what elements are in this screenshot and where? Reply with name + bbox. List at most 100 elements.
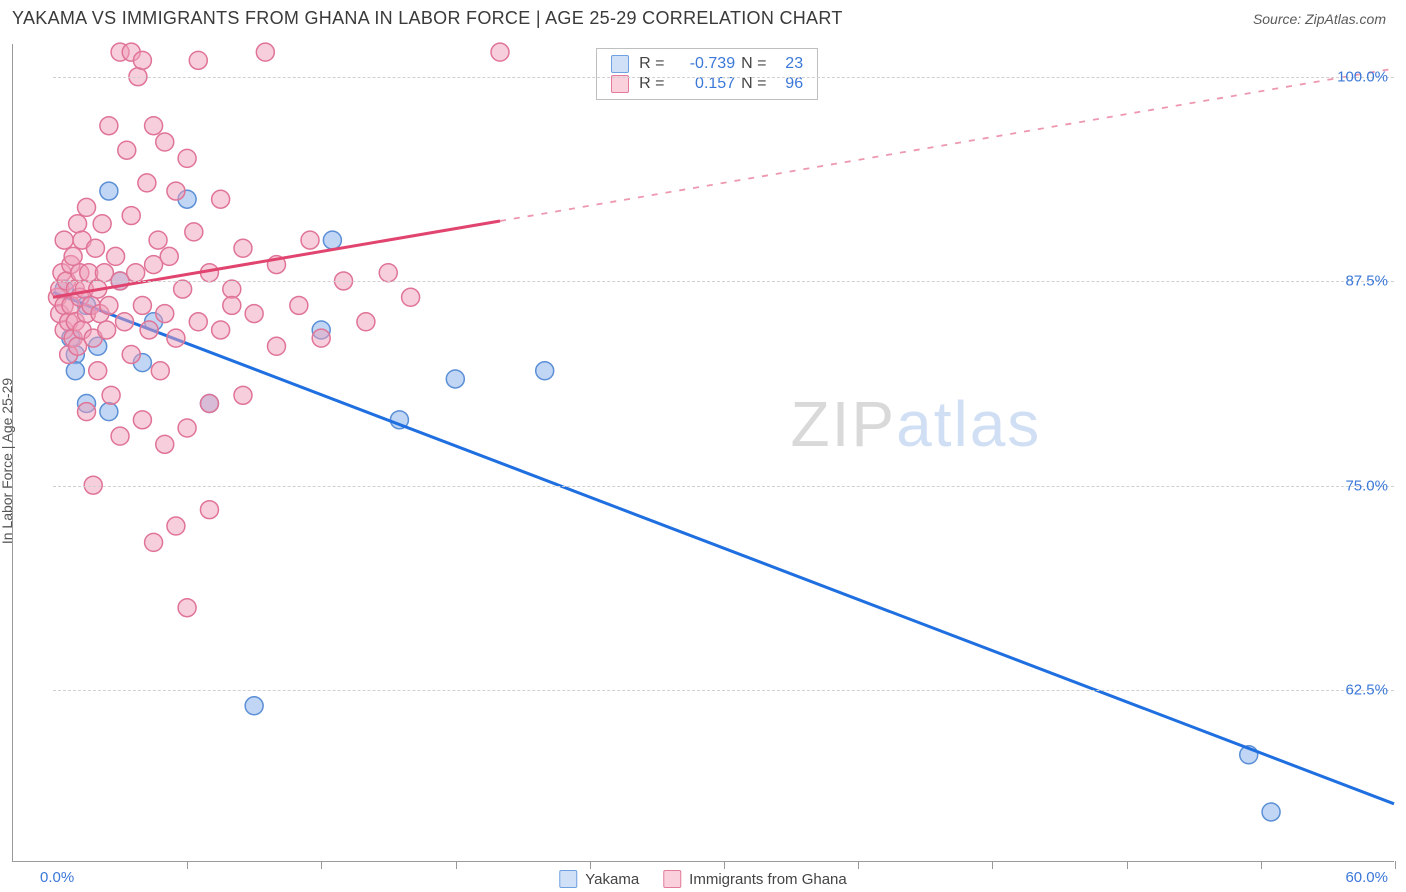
stats-r-value: -0.739: [671, 55, 735, 73]
scatter-point: [100, 117, 118, 135]
scatter-point: [145, 533, 163, 551]
scatter-point: [133, 296, 151, 314]
scatter-point: [357, 313, 375, 331]
scatter-point: [78, 403, 96, 421]
x-tick: [590, 861, 591, 869]
x-tick: [1395, 861, 1396, 869]
scatter-point: [491, 43, 509, 61]
chart-area: In Labor Force | Age 25-29 ZIPatlas R =-…: [12, 44, 1394, 862]
scatter-point: [116, 313, 134, 331]
legend-item: Immigrants from Ghana: [663, 870, 847, 888]
scatter-point: [178, 599, 196, 617]
scatter-point: [446, 370, 464, 388]
legend-label: Yakama: [585, 871, 639, 888]
scatter-point: [167, 517, 185, 535]
scatter-point: [160, 247, 178, 265]
scatter-point: [102, 386, 120, 404]
scatter-point: [100, 403, 118, 421]
scatter-point: [133, 51, 151, 69]
plot-region: ZIPatlas R =-0.739N =23R =0.157N =96 62.…: [53, 44, 1394, 861]
scatter-point: [138, 174, 156, 192]
x-tick: [321, 861, 322, 869]
scatter-point: [133, 411, 151, 429]
scatter-point: [245, 305, 263, 323]
scatter-point: [140, 321, 158, 339]
scatter-point: [64, 247, 82, 265]
scatter-point: [402, 288, 420, 306]
stats-box: R =-0.739N =23R =0.157N =96: [596, 48, 818, 100]
scatter-point: [200, 501, 218, 519]
x-tick: [456, 861, 457, 869]
scatter-point: [93, 215, 111, 233]
gridline-horizontal: [53, 486, 1394, 487]
scatter-point: [245, 697, 263, 715]
x-axis-end-label: 60.0%: [1345, 869, 1388, 886]
scatter-point: [189, 313, 207, 331]
scatter-point: [212, 190, 230, 208]
gridline-horizontal: [53, 281, 1394, 282]
scatter-point: [156, 305, 174, 323]
legend-swatch: [611, 55, 629, 73]
scatter-point: [167, 182, 185, 200]
y-tick-label: 87.5%: [1345, 273, 1388, 290]
y-tick-label: 75.0%: [1345, 477, 1388, 494]
x-tick: [1127, 861, 1128, 869]
scatter-point: [89, 362, 107, 380]
scatter-point: [301, 231, 319, 249]
x-tick: [187, 861, 188, 869]
scatter-point: [111, 427, 129, 445]
y-tick-label: 62.5%: [1345, 682, 1388, 699]
scatter-point: [127, 264, 145, 282]
scatter-point: [66, 362, 84, 380]
scatter-point: [185, 223, 203, 241]
scatter-point: [178, 419, 196, 437]
scatter-point: [189, 51, 207, 69]
trend-line: [53, 292, 1394, 803]
scatter-point: [234, 386, 252, 404]
bottom-legend: Yakama Immigrants from Ghana: [559, 870, 846, 888]
scatter-point: [156, 133, 174, 151]
source-attribution: Source: ZipAtlas.com: [1253, 11, 1386, 27]
scatter-point: [268, 337, 286, 355]
y-axis-label: In Labor Force | Age 25-29: [0, 377, 15, 543]
x-tick: [858, 861, 859, 869]
legend-label: Immigrants from Ghana: [689, 871, 847, 888]
scatter-point: [78, 198, 96, 216]
scatter-point: [200, 394, 218, 412]
stats-r-label: R =: [639, 55, 665, 73]
legend-item: Yakama: [559, 870, 639, 888]
x-tick: [724, 861, 725, 869]
scatter-point: [122, 345, 140, 363]
legend-swatch: [559, 870, 577, 888]
gridline-horizontal: [53, 77, 1394, 78]
scatter-point: [256, 43, 274, 61]
scatter-point: [145, 117, 163, 135]
scatter-point: [174, 280, 192, 298]
scatter-point: [1262, 803, 1280, 821]
x-axis-origin-label: 0.0%: [40, 869, 74, 886]
scatter-point: [312, 329, 330, 347]
scatter-point: [69, 215, 87, 233]
scatter-point: [379, 264, 397, 282]
gridline-horizontal: [53, 690, 1394, 691]
stats-n-value: 23: [773, 55, 803, 73]
scatter-point: [122, 207, 140, 225]
scatter-point: [151, 362, 169, 380]
scatter-point: [55, 231, 73, 249]
scatter-point: [107, 247, 125, 265]
scatter-point: [223, 296, 241, 314]
x-tick: [1261, 861, 1262, 869]
scatter-point: [100, 182, 118, 200]
scatter-point: [98, 321, 116, 339]
scatter-point: [212, 321, 230, 339]
legend-swatch: [663, 870, 681, 888]
scatter-point: [100, 296, 118, 314]
scatter-point: [290, 296, 308, 314]
scatter-point: [86, 239, 104, 257]
x-tick: [992, 861, 993, 869]
scatter-point: [118, 141, 136, 159]
scatter-point: [178, 149, 196, 167]
stats-n-label: N =: [741, 55, 767, 73]
plot-svg: [53, 44, 1394, 861]
scatter-point: [167, 329, 185, 347]
